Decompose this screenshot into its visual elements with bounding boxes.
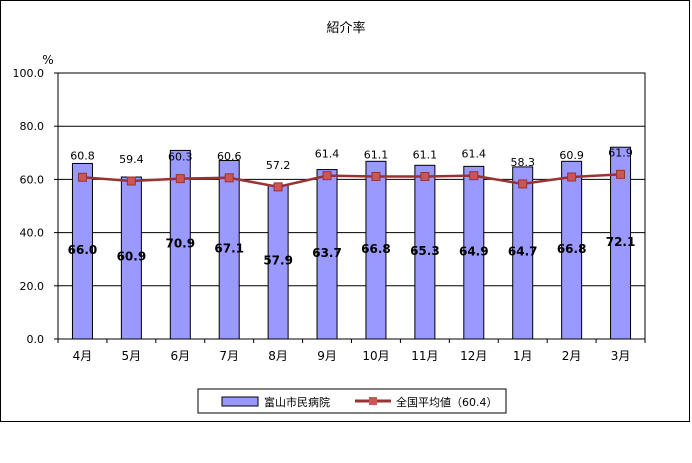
bar-series: [71, 146, 632, 340]
bar-value-label: 70.9: [165, 236, 195, 250]
bar: [610, 146, 632, 340]
legend-line-label: 全国平均値（60.4）: [396, 395, 498, 409]
line-value-label: 61.9: [608, 146, 633, 159]
x-tick-label: 6月: [170, 349, 190, 363]
line-series: [77, 169, 626, 192]
x-tick-label: 9月: [317, 349, 337, 363]
line-point: [175, 174, 185, 184]
line-value-label: 60.8: [70, 149, 95, 162]
x-tick-label: 12月: [460, 349, 487, 363]
line-value-label: 61.1: [364, 148, 389, 161]
bar-value-label: 63.7: [312, 246, 342, 260]
x-tick-label: 3月: [611, 349, 631, 363]
legend-bar-label: 富山市民病院: [264, 395, 330, 409]
x-tick-label: 5月: [122, 349, 142, 363]
y-tick-label: 60.0: [20, 173, 45, 186]
x-tick-label: 1月: [513, 349, 533, 363]
line-value-label: 58.3: [510, 156, 535, 169]
bar: [512, 166, 534, 340]
line-point: [469, 171, 479, 181]
y-axis-unit: %: [42, 53, 53, 67]
bar-value-label: 65.3: [410, 244, 440, 258]
y-tick-label: 40.0: [20, 227, 45, 240]
x-axis-ticks: 4月 5月 6月 7月 8月 9月 10月 11月 12月 1月 2月 3月: [57, 339, 646, 363]
bar-value-label: 66.0: [68, 243, 98, 257]
line-point: [420, 171, 430, 181]
y-tick-label: 100.0: [13, 67, 45, 80]
plot-area: [57, 72, 646, 340]
line-value-label: 61.4: [315, 148, 340, 161]
line-value-label: 60.6: [217, 150, 242, 163]
line-value-label: 60.3: [168, 151, 193, 164]
line-value-label: 59.4: [119, 153, 144, 166]
bar-value-label: 64.9: [459, 244, 489, 258]
line-value-label: 60.9: [559, 149, 584, 162]
chart-title: 紹介率: [326, 20, 365, 36]
bar-value-label: 67.1: [214, 241, 244, 255]
line-point: [126, 176, 136, 186]
line-point: [77, 172, 87, 182]
legend-line-marker: [369, 397, 377, 405]
legend-bar-swatch: [221, 396, 259, 407]
bar-value-label: 64.7: [508, 245, 538, 259]
y-tick-label: 20.0: [20, 280, 45, 293]
bar: [316, 169, 338, 340]
x-tick-label: 8月: [268, 349, 288, 363]
bar: [365, 160, 387, 340]
line-point: [518, 179, 528, 189]
y-axis-ticks: 0.0 20.0 40.0 60.0 80.0 100.0: [13, 67, 58, 346]
line-path: [82, 173, 621, 189]
x-tick-label: 7月: [219, 349, 239, 363]
bar: [218, 160, 240, 340]
line-value-labels: 60.8 59.4 60.3 60.6 57.2 61.4 61.1 61.1 61.4 58.3…: [70, 146, 633, 172]
line-point: [371, 171, 381, 181]
x-tick-label: 4月: [73, 349, 93, 363]
bar: [463, 165, 485, 340]
line-point: [616, 169, 626, 179]
line-value-label: 57.2: [266, 159, 291, 172]
x-tick-label: 11月: [411, 349, 438, 363]
bar-value-label: 72.1: [606, 235, 636, 249]
line-point: [224, 173, 234, 183]
x-tick-label: 2月: [562, 349, 582, 363]
bar: [169, 149, 191, 340]
bar: [414, 164, 436, 340]
line-point: [273, 182, 283, 192]
bar-value-label: 66.8: [557, 242, 587, 256]
line-value-label: 61.4: [462, 148, 487, 161]
bar: [561, 160, 583, 340]
bar-value-label: 57.9: [263, 254, 293, 268]
bar-value-label: 66.8: [361, 242, 391, 256]
legend: 富山市民病院 全国平均値（60.4）: [197, 388, 507, 414]
line-point: [567, 172, 577, 182]
y-tick-label: 80.0: [20, 120, 45, 133]
bar-value-labels: 66.0 60.9 70.9 67.1 57.9 63.7 66.8 65.3 64.9 64.7…: [68, 235, 636, 268]
bar: [71, 162, 93, 340]
line-point: [322, 171, 332, 181]
y-tick-label: 0.0: [27, 333, 45, 346]
bar-value-label: 60.9: [117, 250, 147, 264]
x-tick-label: 10月: [362, 349, 389, 363]
line-value-label: 61.1: [413, 148, 438, 161]
